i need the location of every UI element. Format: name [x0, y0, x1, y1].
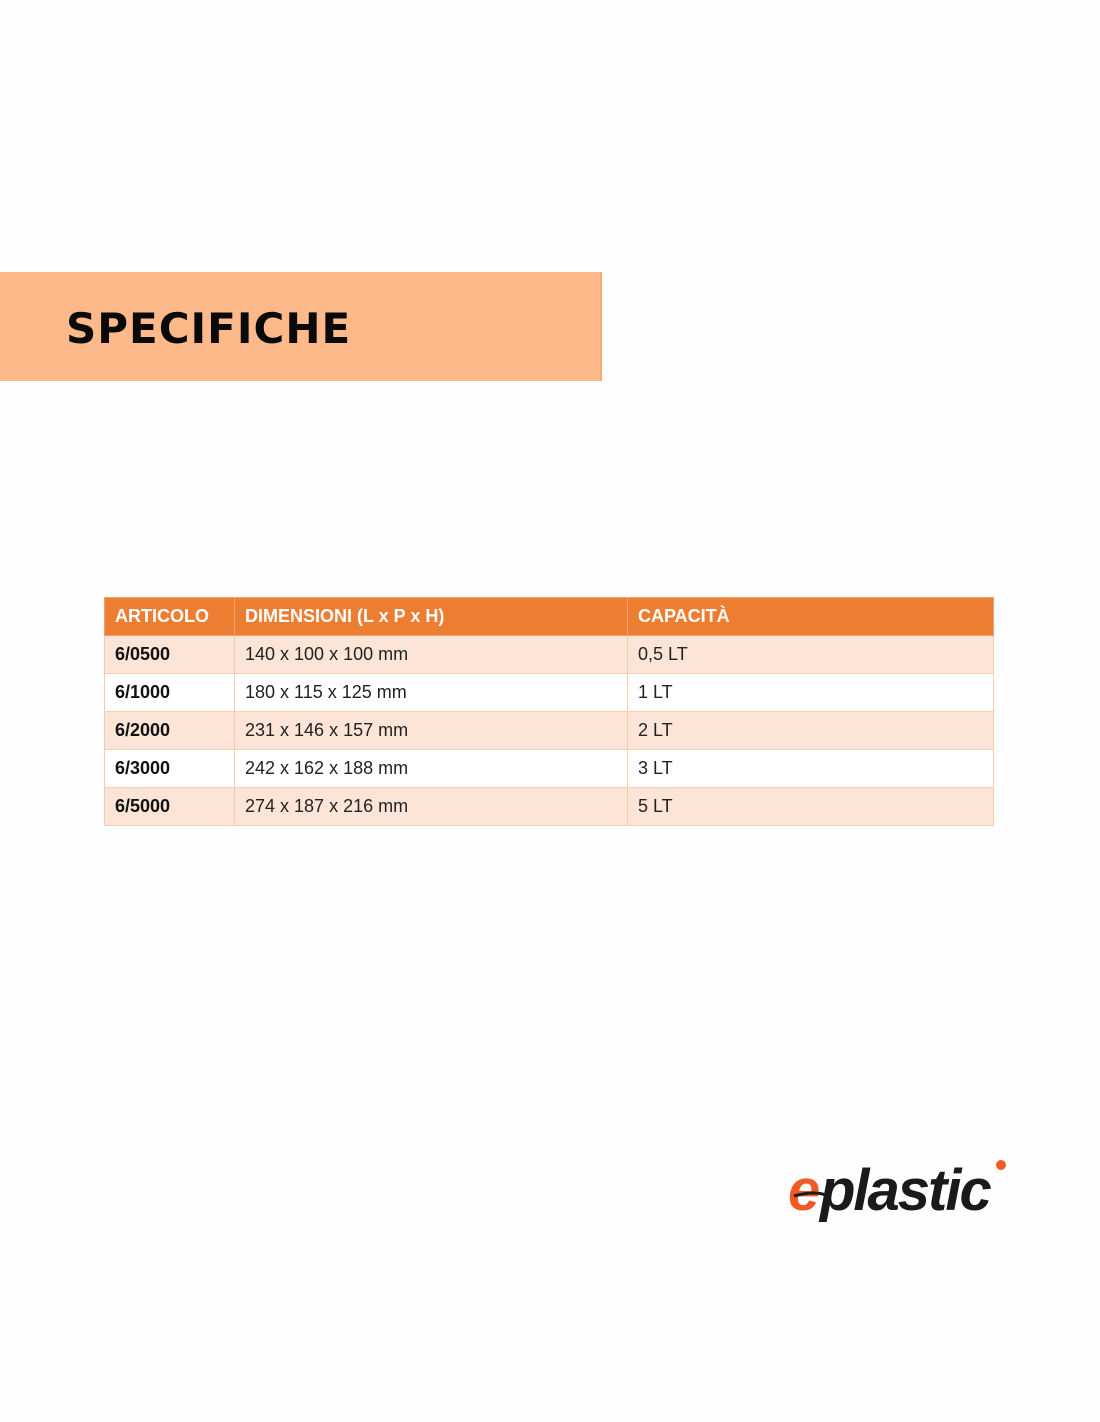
logo-plastic: plastic	[818, 1158, 991, 1223]
header-articolo: ARTICOLO	[104, 597, 235, 636]
cell-dimensioni: 242 x 162 x 188 mm	[234, 749, 628, 788]
cell-dimensioni: 274 x 187 x 216 mm	[234, 787, 628, 826]
cell-dimensioni: 231 x 146 x 157 mm	[234, 711, 628, 750]
cell-articolo: 6/0500	[104, 635, 235, 674]
cell-capacita: 0,5 LT	[627, 635, 994, 674]
cell-articolo: 6/1000	[104, 673, 235, 712]
table-header-row: ARTICOLO DIMENSIONI (L x P x H) CAPACITÀ	[104, 597, 994, 636]
header-dimensioni: DIMENSIONI (L x P x H)	[234, 597, 628, 636]
cell-dimensioni: 140 x 100 x 100 mm	[234, 635, 628, 674]
cell-dimensioni: 180 x 115 x 125 mm	[234, 673, 628, 712]
table-row: 6/2000 231 x 146 x 157 mm 2 LT	[104, 711, 994, 750]
table-row: 6/0500 140 x 100 x 100 mm 0,5 LT	[104, 635, 994, 674]
header-capacita: CAPACITÀ	[627, 597, 994, 636]
cell-capacita: 1 LT	[627, 673, 994, 712]
section-title: SPECIFICHE	[66, 304, 352, 353]
section-title-band: SPECIFICHE	[0, 272, 602, 381]
cell-capacita: 5 LT	[627, 787, 994, 826]
cell-capacita: 2 LT	[627, 711, 994, 750]
specifications-table: ARTICOLO DIMENSIONI (L x P x H) CAPACITÀ…	[104, 597, 994, 826]
eplastic-logo: e plastic	[788, 1158, 1006, 1223]
table-row: 6/5000 274 x 187 x 216 mm 5 LT	[104, 787, 994, 826]
logo-e: e	[788, 1158, 820, 1223]
table-row: 6/3000 242 x 162 x 188 mm 3 LT	[104, 749, 994, 788]
table-row: 6/1000 180 x 115 x 125 mm 1 LT	[104, 673, 994, 712]
cell-capacita: 3 LT	[627, 749, 994, 788]
cell-articolo: 6/5000	[104, 787, 235, 826]
cell-articolo: 6/2000	[104, 711, 235, 750]
cell-articolo: 6/3000	[104, 749, 235, 788]
